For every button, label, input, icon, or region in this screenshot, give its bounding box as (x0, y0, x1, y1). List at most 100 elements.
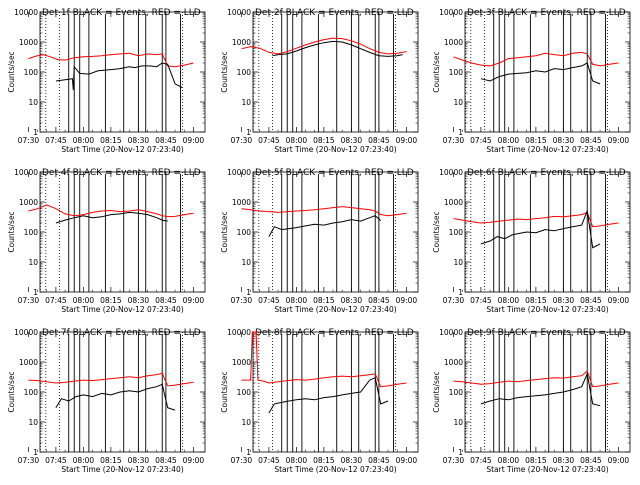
x-tick-label: 08:30 (341, 136, 363, 145)
panel-6: Det 6f BLACK = Events, RED = LLD 1 10 100 10… (432, 168, 631, 314)
y-tick-label: 100 (237, 388, 252, 397)
y-tick-label: 1000 (232, 198, 251, 207)
x-tick-label: 08:00 (73, 136, 95, 145)
x-tick-label: 07:30 (443, 296, 465, 305)
panel-title: Det 5f BLACK = Events, RED = LLD (255, 168, 414, 178)
lld-series-line (241, 206, 407, 217)
x-axis-label: Start Time (20-Nov-12 07:23:40) (486, 145, 608, 154)
y-tick-label: 10000 (14, 168, 38, 177)
events-series-line (480, 62, 601, 85)
y-tick-label: 100 (449, 68, 464, 77)
y-tick-label: 1000 (232, 358, 251, 367)
y-tick-label: 100 (237, 68, 252, 77)
x-tick-label: 08:45 (580, 296, 602, 305)
x-tick-label: 08:45 (580, 136, 602, 145)
x-tick-label: 08:15 (313, 296, 335, 305)
x-axis-label: Start Time (20-Nov-12 07:23:40) (274, 465, 396, 474)
y-axis-label: Counts/sec (432, 371, 441, 412)
x-axis-label: Start Time (20-Nov-12 07:23:40) (274, 145, 396, 154)
x-tick-label: 07:30 (443, 456, 465, 465)
x-tick-label: 08:30 (553, 296, 575, 305)
x-tick-label: 08:00 (73, 456, 95, 465)
x-tick-label: 07:30 (443, 136, 465, 145)
panel-8: Det 8f BLACK = Events, RED = LLD 1 10 100 10… (220, 328, 419, 474)
x-tick-label: 08:00 (286, 296, 308, 305)
panel-title: Det 6f BLACK = Events, RED = LLD (467, 168, 626, 178)
lld-series-line (241, 331, 407, 388)
x-tick-label: 09:00 (183, 456, 205, 465)
panel-1: Det 1f BLACK = Events, RED = LLD 1 10 100 10… (7, 8, 206, 154)
x-tick-label: 07:45 (45, 296, 67, 305)
events-series-line (272, 40, 403, 57)
panel-title: Det 7f BLACK = Events, RED = LLD (42, 328, 201, 338)
x-tick-label: 09:00 (608, 456, 630, 465)
y-tick-label: 1 (458, 448, 463, 457)
x-tick-label: 08:15 (525, 136, 547, 145)
x-tick-label: 08:15 (313, 136, 335, 145)
events-series-line (268, 215, 382, 237)
y-tick-label: 10000 (227, 8, 251, 17)
panel-2: Det 2f BLACK = Events, RED = LLD 1 10 100 10… (220, 8, 419, 154)
x-tick-label: 08:00 (286, 136, 308, 145)
x-tick-label: 09:00 (396, 456, 418, 465)
y-tick-label: 1000 (19, 358, 38, 367)
x-tick-label: 07:30 (18, 456, 40, 465)
y-tick-label: 10 (453, 418, 463, 427)
x-tick-label: 08:15 (525, 456, 547, 465)
events-series-line (268, 376, 389, 414)
events-series-line (480, 209, 601, 249)
y-axis-label: Counts/sec (7, 51, 16, 92)
y-tick-label: 1 (246, 288, 251, 297)
panel-title: Det 1f BLACK = Events, RED = LLD (42, 8, 201, 18)
x-axis-label: Start Time (20-Nov-12 07:23:40) (274, 305, 396, 314)
x-tick-label: 08:30 (128, 136, 150, 145)
x-tick-label: 08:45 (580, 456, 602, 465)
x-axis-label: Start Time (20-Nov-12 07:23:40) (486, 305, 608, 314)
y-tick-label: 10 (241, 258, 251, 267)
y-tick-label: 10000 (14, 328, 38, 337)
x-tick-label: 08:15 (525, 296, 547, 305)
x-tick-label: 08:30 (553, 136, 575, 145)
y-axis-label: Counts/sec (7, 371, 16, 412)
panel-4: Det 4f BLACK = Events, RED = LLD 1 10 100 10… (7, 168, 206, 314)
y-tick-label: 1 (246, 128, 251, 137)
x-tick-label: 08:30 (128, 456, 150, 465)
y-tick-label: 1000 (444, 38, 463, 47)
y-tick-label: 1 (246, 448, 251, 457)
y-axis-label: Counts/sec (220, 371, 229, 412)
x-tick-label: 09:00 (608, 136, 630, 145)
x-tick-label: 08:30 (128, 296, 150, 305)
x-tick-label: 07:45 (470, 136, 492, 145)
x-tick-label: 08:45 (368, 296, 390, 305)
lld-series-line (28, 204, 194, 218)
x-tick-label: 07:45 (470, 296, 492, 305)
x-tick-label: 09:00 (183, 296, 205, 305)
x-tick-label: 09:00 (608, 296, 630, 305)
lld-series-line (28, 372, 194, 387)
x-axis-label: Start Time (20-Nov-12 07:23:40) (61, 305, 183, 314)
y-axis-label: Counts/sec (220, 51, 229, 92)
x-axis-label: Start Time (20-Nov-12 07:23:40) (61, 465, 183, 474)
panel-title: Det 4f BLACK = Events, RED = LLD (42, 168, 201, 178)
x-tick-label: 08:30 (341, 456, 363, 465)
x-tick-label: 08:15 (100, 136, 122, 145)
x-tick-label: 09:00 (183, 136, 205, 145)
x-tick-label: 08:15 (100, 296, 122, 305)
panel-title: Det 8f BLACK = Events, RED = LLD (255, 328, 414, 338)
x-tick-label: 08:30 (341, 296, 363, 305)
y-tick-label: 10000 (439, 8, 463, 17)
x-tick-label: 08:45 (155, 296, 177, 305)
x-tick-label: 08:30 (553, 456, 575, 465)
y-tick-label: 100 (449, 228, 464, 237)
y-tick-label: 100 (24, 228, 39, 237)
x-tick-label: 07:45 (45, 136, 67, 145)
y-tick-label: 1000 (19, 38, 38, 47)
y-tick-label: 10000 (439, 328, 463, 337)
events-series-line (55, 383, 176, 411)
y-tick-label: 1000 (444, 198, 463, 207)
y-tick-label: 10 (28, 418, 38, 427)
panel-title: Det 2f BLACK = Events, RED = LLD (255, 8, 414, 18)
y-tick-label: 10 (28, 98, 38, 107)
